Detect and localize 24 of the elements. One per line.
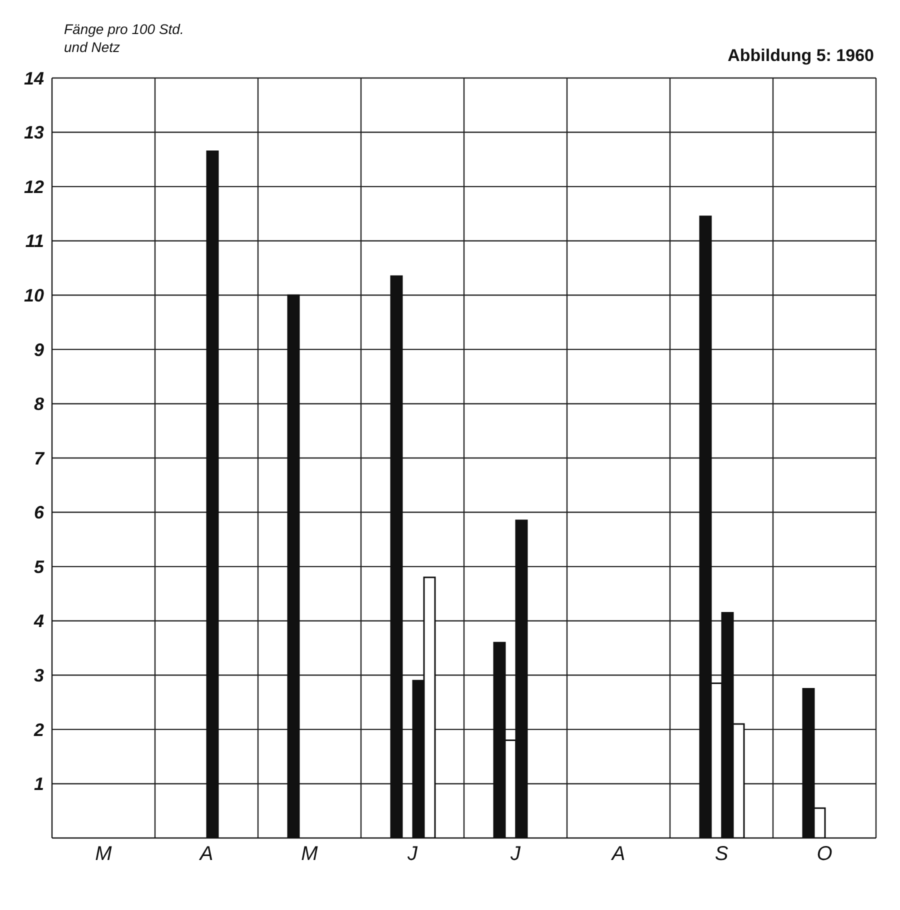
y-tick-label: 8 <box>34 394 44 414</box>
y-tick-label: 6 <box>34 502 45 523</box>
y-tick-label: 5 <box>34 556 45 577</box>
y-tick-label: 14 <box>24 68 44 88</box>
x-tick-label: A <box>610 843 626 866</box>
x-tick-label: A <box>198 843 214 866</box>
x-tick-label: O <box>816 843 832 866</box>
y-tick-label: 9 <box>34 340 44 360</box>
x-tick-label: M <box>301 843 318 866</box>
y-tick-label: 7 <box>34 448 45 468</box>
y-tick-label: 4 <box>32 611 44 632</box>
chart-title: Abbildung 5: 1960 <box>728 46 874 66</box>
y-tick-label: 11 <box>25 231 44 252</box>
y-axis-title: Fänge pro 100 Std. und Netz <box>64 20 185 56</box>
y-tick-label: 3 <box>34 666 44 686</box>
y-tick-label: 10 <box>24 286 44 306</box>
y-tick-label: 13 <box>24 122 44 143</box>
y-tick-label: 1 <box>34 774 44 794</box>
y-tick-label: 12 <box>24 176 44 197</box>
x-tick-label: J <box>510 843 522 866</box>
y-tick-label: 2 <box>32 720 44 740</box>
x-tick-label: M <box>95 843 112 866</box>
x-tick-label: S <box>714 843 729 866</box>
x-tick-label: J <box>406 843 418 866</box>
